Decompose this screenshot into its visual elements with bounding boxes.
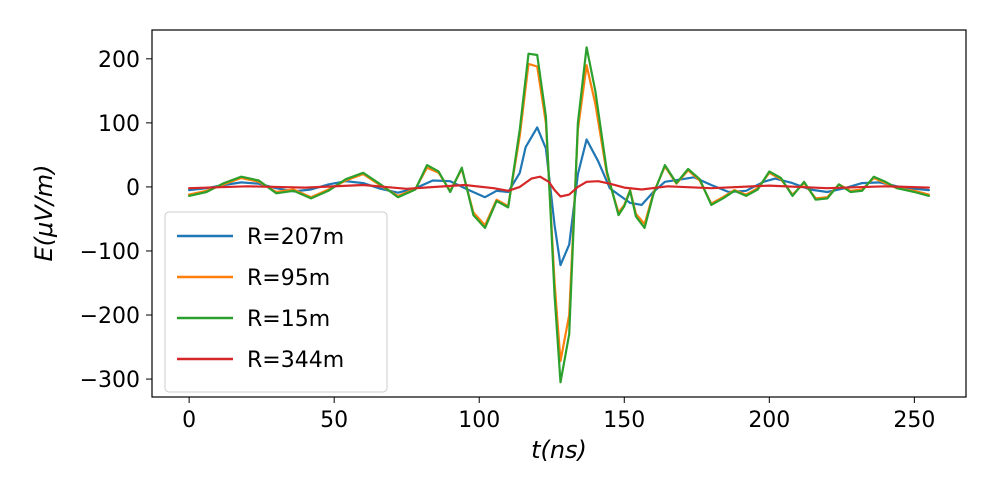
legend-label-2: R=15m	[247, 307, 330, 332]
y-tick-label-3: −100	[80, 240, 140, 265]
x-tick-label-4: 200	[748, 408, 790, 433]
legend-box	[164, 211, 388, 393]
x-tick-label-1: 50	[320, 408, 348, 433]
y-axis-label: E(μV/m)	[30, 164, 58, 261]
x-tick-label-0: 0	[182, 408, 196, 433]
series-line-2	[188, 46, 930, 384]
x-axis-label: t(ns)	[531, 436, 587, 464]
y-tick-label-5: −300	[80, 368, 140, 393]
legend-label-0: R=207m	[247, 225, 344, 250]
axes-layer: 0 50 100 150 200 250 200 100 0 −100 −200 −300	[80, 48, 936, 433]
legend: R=207m R=95m R=15m R=344m	[164, 211, 388, 393]
y-tick-label-0: 200	[98, 48, 140, 73]
series-layer	[188, 46, 930, 384]
legend-label-3: R=344m	[247, 348, 344, 373]
legend-label-1: R=95m	[247, 266, 330, 291]
plot-frame	[151, 29, 967, 398]
x-tick-label-3: 150	[603, 408, 645, 433]
y-tick-label-2: 0	[126, 176, 140, 201]
x-tick-label-2: 100	[458, 408, 500, 433]
x-tick-label-5: 250	[893, 408, 935, 433]
series-line-3	[188, 175, 930, 198]
y-tick-label-1: 100	[98, 112, 140, 137]
y-tick-label-4: −200	[80, 304, 140, 329]
